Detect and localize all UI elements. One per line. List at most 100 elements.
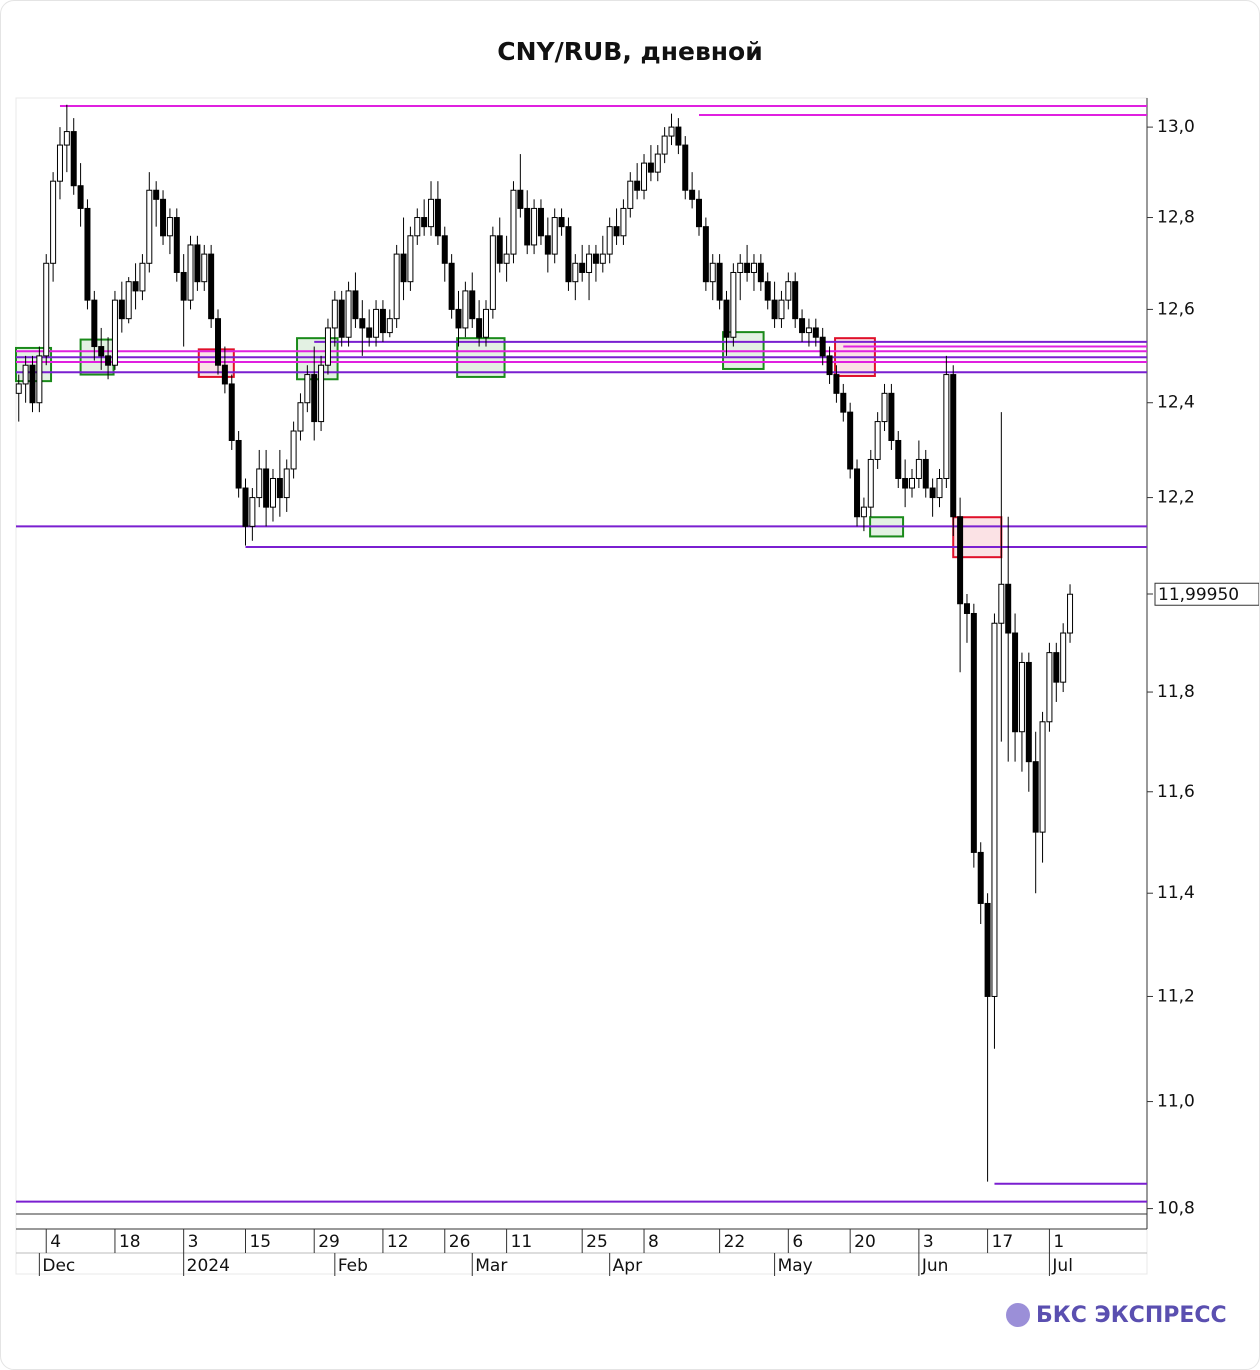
candle-body [428,198,435,228]
candle-body [654,153,661,173]
month-label: Apr [613,1256,642,1276]
candle-body [716,262,723,301]
candle-body [173,217,180,273]
candle-body [1005,583,1012,634]
candle-body [111,299,118,366]
candle-body [537,207,544,237]
candle-body [737,262,744,273]
candle-body [43,262,50,357]
x-tick-label: 20 [854,1232,876,1252]
candle-body [407,235,414,283]
candle-body [723,299,730,338]
candle-body [950,374,957,518]
y-tick-label: 12,8 [1157,208,1195,228]
candle-body [565,226,572,283]
candle-body [812,327,819,338]
candle-body [36,355,43,404]
month-label: 2024 [187,1256,230,1276]
month-label: Jul [1051,1256,1073,1276]
candle-body [695,198,702,228]
candle-body [606,226,613,255]
candle-body [909,477,916,489]
candle-body [524,207,531,246]
x-tick-label: 25 [586,1232,608,1252]
y-tick-label: 11,2 [1157,986,1195,1006]
candle-body [256,468,263,499]
y-tick-label: 12,4 [1157,393,1195,413]
candle-body [613,226,620,237]
candle-body [98,346,105,357]
candle-body [702,226,709,283]
candle-body [922,458,929,489]
x-tick-label: 26 [449,1232,471,1252]
candle-body [462,290,469,329]
candle-body [70,131,77,187]
candle-body [324,327,331,366]
candle-body [249,497,256,527]
candle-body [826,355,833,376]
candle-body [840,392,847,413]
x-tick-label: 29 [318,1232,340,1252]
y-tick-label: 10,8 [1157,1199,1195,1219]
candle-body [263,468,270,508]
candle-body [627,180,634,209]
candle-body [689,189,696,200]
candle-body [977,851,984,904]
candle-body [434,198,441,237]
candle-body [1018,661,1025,733]
candle-body [915,458,922,479]
y-tick-label: 11,6 [1157,782,1195,802]
plot-frame [15,97,1148,1275]
candle-body [393,253,400,320]
candle-body [180,271,187,301]
candle-body [991,622,998,997]
candle-body [572,262,579,283]
candle-body [517,189,524,209]
candle-body [792,281,799,320]
candle-body [469,290,476,320]
candle-body [269,477,276,508]
candle-body [970,612,977,853]
candle-body [304,374,311,404]
candle-body [860,506,867,518]
candle-body [297,402,304,432]
candle-body [771,299,778,320]
x-tick-label: 15 [249,1232,271,1252]
candle-body [1060,632,1067,683]
candle-body [338,299,345,338]
candle-body [153,189,160,200]
candle-body [819,336,826,357]
candle-body [105,355,112,366]
candle-body [943,374,950,479]
candle-body [235,439,242,489]
candle-body [91,299,98,348]
candle-body [799,318,806,334]
candle-body [902,477,909,489]
candle-body [847,411,854,470]
candle-body [682,144,689,191]
x-tick-label: 18 [119,1232,141,1252]
candle-body [854,468,861,518]
candle-body [998,583,1005,624]
candle-body [146,189,153,264]
candle-body [867,458,874,508]
candle-body [984,902,991,997]
candle-body [56,144,63,182]
candle-body [208,253,215,320]
candle-body [441,235,448,264]
candle-body [160,198,167,237]
candle-body [22,364,29,385]
candle-body [482,308,489,338]
candle-body [936,477,943,499]
candle-body [290,430,297,470]
month-label: Dec [42,1256,75,1276]
candle-body [1032,761,1039,833]
candle-body [647,162,654,173]
candle-body [592,253,599,264]
candle-body [579,262,586,273]
candle-body [744,262,751,273]
logo [1006,1303,1030,1327]
x-tick-label: 4 [50,1232,61,1252]
candle-body [757,262,764,283]
